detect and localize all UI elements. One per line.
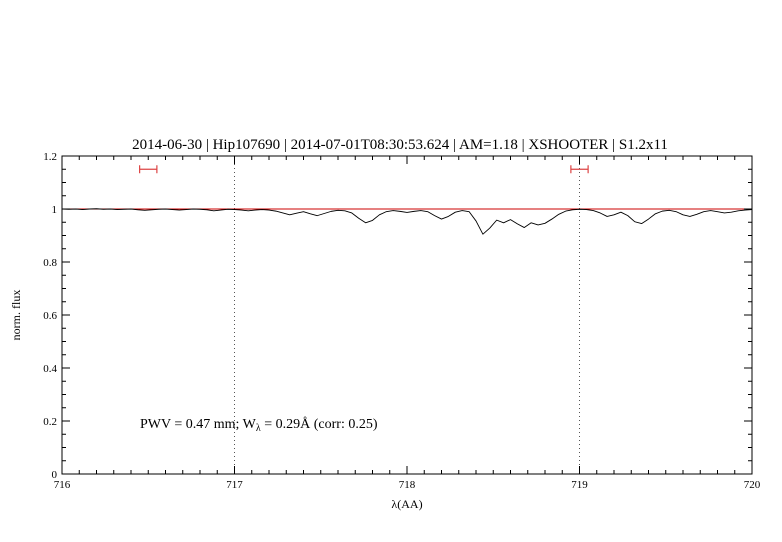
chart-layer: 716 717 718 719 720 0 0.2 0.4 0.6 0.8 1 1.2 <box>43 151 761 491</box>
y-tick-label: 0.8 <box>43 257 57 269</box>
y-tick-label: 0.4 <box>43 363 57 375</box>
annotation-lambda-subscript: λ <box>256 423 261 434</box>
y-axis-label: norm. flux <box>9 290 23 341</box>
y-tick-label: 0.6 <box>43 310 57 322</box>
x-tick-label: 719 <box>571 479 588 491</box>
plot-title: 2014-06-30 | Hip107690 | 2014-07-01T08:3… <box>132 137 668 153</box>
x-axis-label: λ(AA) <box>391 497 422 511</box>
y-tick-label: 0.2 <box>43 416 57 428</box>
y-tick-label: 1.2 <box>43 151 57 163</box>
y-tick-label: 0 <box>52 469 58 481</box>
x-tick-label: 716 <box>54 479 71 491</box>
y-tick-label: 1 <box>52 204 58 216</box>
x-tick-label: 717 <box>226 479 243 491</box>
spectrum-line <box>61 208 753 235</box>
annotation-pre: PWV = 0.47 mm; W <box>140 417 257 432</box>
pwv-annotation: PWV = 0.47 mm; Wλ = 0.29Å (corr: 0.25) <box>140 416 378 434</box>
x-tick-label: 720 <box>744 479 761 491</box>
annotation-post: = 0.29Å (corr: 0.25) <box>261 416 378 432</box>
x-tick-label: 718 <box>399 479 416 491</box>
